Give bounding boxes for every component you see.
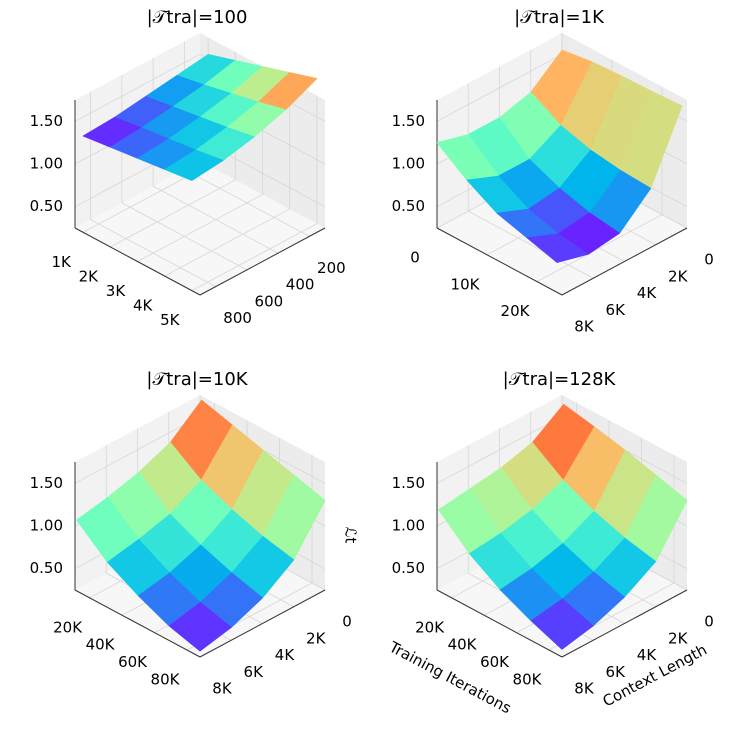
z-tick-label: 1.00	[392, 155, 425, 173]
x-tick-label: 80K	[151, 671, 181, 689]
y-tick-label: 6K	[606, 663, 627, 681]
surface-patch	[526, 233, 589, 263]
x-tick-label: 40K	[86, 636, 116, 654]
y-tick-label: 0	[704, 251, 714, 269]
surface-patch	[530, 598, 594, 650]
x-tick-label: 1K	[51, 253, 72, 271]
grid-line	[184, 169, 310, 237]
z-tick-label: 1.50	[30, 474, 63, 492]
grid-line	[468, 210, 594, 279]
y-tick-label: 6K	[606, 301, 627, 319]
y-tick-label: 8K	[574, 318, 595, 336]
subplot-title: |𝒯tra|=128K	[503, 369, 617, 390]
y-tick-label: 2K	[306, 629, 327, 647]
grid-line	[137, 194, 263, 262]
axis-line	[561, 589, 688, 658]
grid-line	[164, 208, 290, 277]
y-tick-label: 8K	[574, 680, 595, 698]
axis-line	[436, 227, 563, 296]
grid-line	[436, 415, 563, 484]
y-tick-label: 200	[317, 259, 346, 277]
z-tick-label: 1.50	[392, 474, 425, 492]
axis-line	[74, 589, 201, 658]
x-tick-label: 20K	[501, 302, 531, 320]
y-tick-label: 6K	[244, 663, 265, 681]
subplot-title: |𝒯tra|=100	[147, 7, 248, 28]
z-tick-label: 0.50	[392, 197, 425, 215]
y-tick-label: 400	[286, 276, 315, 294]
axis-line	[74, 227, 201, 296]
z-tick-label: 1.00	[30, 155, 63, 173]
y-tick-label: 4K	[637, 284, 658, 302]
x-tick-label: 60K	[480, 653, 510, 671]
x-tick-label: 40K	[448, 636, 478, 654]
x-tick-label: 80K	[513, 671, 543, 689]
y-tick-label: 2K	[668, 629, 689, 647]
y-tick-label: 600	[255, 292, 284, 310]
z-tick-label: 1.50	[30, 112, 63, 130]
subplot-title: |𝒯tra|=10K	[146, 369, 248, 390]
x-tick-label: 60K	[118, 653, 148, 671]
grid-line	[191, 223, 318, 291]
x-tick-label: 5K	[160, 311, 181, 329]
axis-line	[199, 227, 326, 296]
x-tick-label: 20K	[53, 618, 83, 636]
z-tick-label: 1.00	[30, 517, 63, 535]
x-tick-label: 10K	[451, 275, 481, 293]
y-tick-label: 4K	[275, 646, 296, 664]
z-tick-label: 0.50	[30, 559, 63, 577]
x-tick-label: 3K	[106, 282, 127, 300]
grid-line	[110, 179, 236, 248]
x-tick-label: 4K	[133, 297, 154, 315]
grid-line	[152, 185, 279, 254]
z-tick-label: 0.50	[392, 559, 425, 577]
x-tick-label: 20K	[415, 618, 445, 636]
z-tick-label: 0.50	[30, 197, 63, 215]
y-tick-label: 0	[704, 613, 714, 631]
grid-line	[90, 219, 216, 287]
surface-patch	[164, 149, 224, 181]
subplot-title: |𝒯tra|=1K	[514, 7, 605, 28]
grid-line	[74, 415, 201, 484]
axis-line	[436, 589, 563, 658]
grid-line	[436, 53, 563, 122]
subplot: |𝒯tra|=1K 0 10K 20K 0 2K 4K 6K 8K 0.50 1.00 1.50	[392, 7, 714, 336]
y-tick-label: 8K	[212, 680, 233, 698]
grid-line	[74, 53, 201, 122]
z-axis-label: ℒt	[342, 527, 360, 544]
x-tick-label: 2K	[79, 267, 100, 285]
y-tick-label: 0	[342, 613, 352, 631]
y-tick-label: 2K	[668, 267, 689, 285]
axis-line	[561, 227, 688, 296]
z-tick-label: 1.00	[392, 517, 425, 535]
grid-line	[121, 202, 248, 271]
y-tick-label: 4K	[637, 646, 658, 664]
x-tick-label: 0	[410, 249, 420, 267]
z-tick-label: 1.50	[392, 112, 425, 130]
y-tick-label: 800	[223, 309, 252, 327]
surface-patch	[168, 601, 232, 652]
axis-line	[199, 589, 326, 658]
